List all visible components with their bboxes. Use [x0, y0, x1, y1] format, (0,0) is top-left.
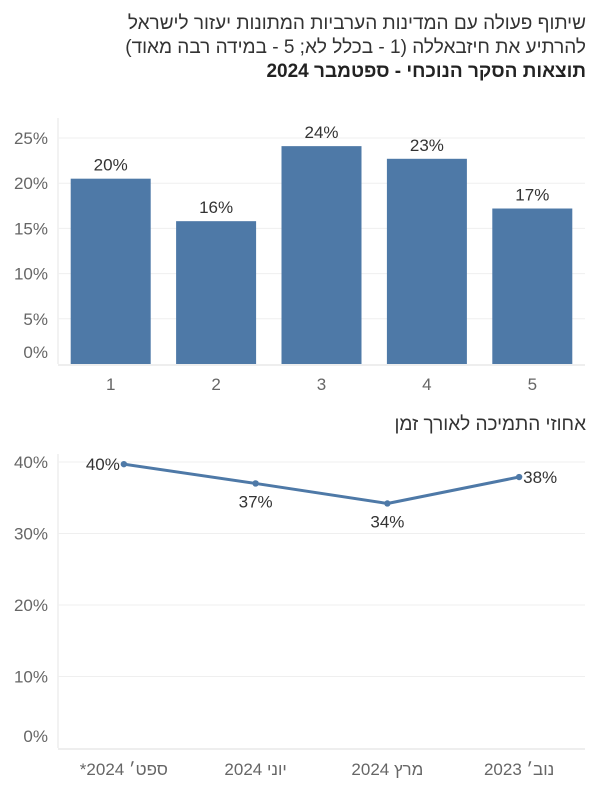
line-data-label: 38%: [523, 468, 557, 487]
bar-data-label: 20%: [94, 156, 128, 175]
y-tick-label: 0%: [23, 343, 48, 362]
data-point: [252, 480, 259, 487]
line-data-label: 34%: [370, 512, 404, 531]
y-tick-label: 20%: [14, 174, 48, 193]
x-tick-label: 2: [211, 375, 220, 394]
x-tick-label: 5: [528, 375, 537, 394]
bar: [281, 146, 362, 364]
x-tick-label: נוב׳ 2023: [484, 760, 554, 779]
y-tick-label: 15%: [14, 219, 48, 238]
bar-data-label: 16%: [199, 198, 233, 217]
x-tick-label: ספט׳ 2024*: [80, 760, 168, 779]
x-tick-label: 1: [106, 375, 115, 394]
y-tick-label: 40%: [14, 453, 48, 472]
data-point: [515, 473, 523, 481]
series-line: [123, 462, 520, 505]
y-tick-label: 10%: [14, 265, 48, 284]
bar-data-label: 17%: [515, 186, 549, 205]
line-data-label: 37%: [239, 492, 273, 511]
y-tick-label: 25%: [14, 129, 48, 148]
line-data-label: 40%: [86, 455, 120, 474]
data-point: [384, 500, 391, 507]
x-tick-label: יוני 2024: [224, 760, 286, 779]
y-tick-label: 30%: [14, 525, 48, 544]
chart-title-line-2: להרתיע את חיזבאללה (1 - בכלל לא; 5 - במי…: [125, 37, 586, 58]
data-point: [120, 460, 128, 468]
bar-data-label: 24%: [304, 123, 338, 142]
chart-title-line-1: שיתוף פעולה עם המדינות הערביות המתונות י…: [127, 13, 586, 34]
x-tick-label: מרץ 2024: [351, 760, 423, 779]
bar: [70, 178, 151, 364]
chart-header: שיתוף פעולה עם המדינות הערביות המתונות י…: [14, 12, 586, 84]
line-chart: 0% 10% 20% 30% 40% 40% ספט׳ 2024* 37% יוני 2024 3…: [14, 453, 585, 779]
x-tick-label: 3: [317, 375, 326, 394]
chart-subtitle: תוצאות הסקר הנוכחי - ספטמבר 2024: [266, 61, 586, 82]
y-tick-label: 10%: [14, 668, 48, 687]
x-tick-label: 4: [422, 375, 431, 394]
bar-data-label: 23%: [410, 136, 444, 155]
bar-chart: 0% 5% 10% 15% 20% 25% 20% 1 16% 2 24% 3 23% 4 17% 5: [14, 118, 585, 394]
y-tick-label: 0%: [23, 727, 48, 746]
line-chart-title: אחוזי התמיכה לאורך זמן: [394, 414, 587, 435]
bar: [492, 208, 573, 364]
y-tick-label: 20%: [14, 596, 48, 615]
bar: [176, 221, 257, 364]
bar: [386, 158, 467, 364]
y-tick-label: 5%: [23, 310, 48, 329]
